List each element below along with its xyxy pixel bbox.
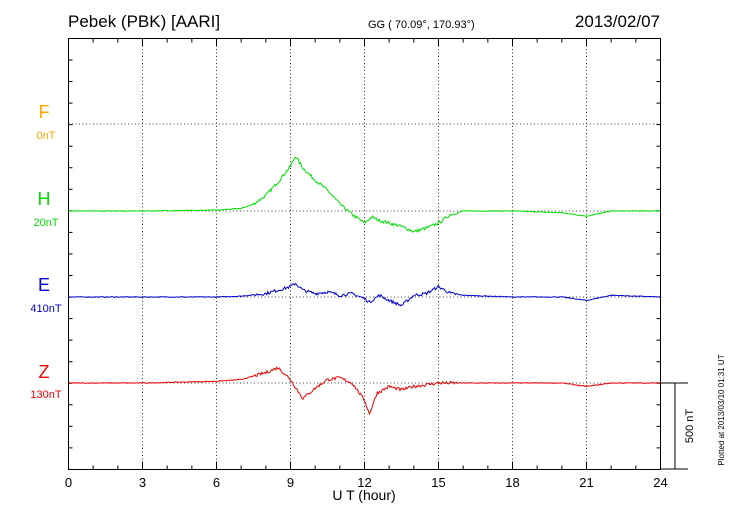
x-tick-label: 0 xyxy=(65,475,72,490)
x-tick-label: 12 xyxy=(357,475,371,490)
station-title: Pebek (PBK) [AARI] xyxy=(68,12,220,31)
series-lines xyxy=(68,156,661,416)
x-axis-label: U T (hour) xyxy=(332,487,395,503)
series-name-z: Z xyxy=(39,362,50,382)
station-coords: GG ( 70.09°, 170.93°) xyxy=(368,19,475,31)
scale-bar: 500 nT xyxy=(660,382,696,470)
series-offset-z: 130nT xyxy=(30,389,61,401)
series-name-e: E xyxy=(38,275,50,295)
series-offset-f: 0nT xyxy=(37,130,56,142)
series-line-h xyxy=(68,156,661,233)
x-tick-label: 9 xyxy=(287,475,294,490)
x-tick-label: 3 xyxy=(139,475,146,490)
plot-frame xyxy=(68,38,661,470)
plotted-note: Plotted at 2013/03/10 01:31 UT xyxy=(717,354,726,465)
series-line-e xyxy=(68,282,661,307)
series-name-h: H xyxy=(38,189,51,209)
grid xyxy=(68,38,661,470)
axis-ticks: 0 3 6 9 12 15 18 21 24 xyxy=(65,38,668,490)
series-offset-e: 410nT xyxy=(30,303,61,315)
series-line-z xyxy=(68,366,661,416)
x-tick-label: 18 xyxy=(505,475,519,490)
x-tick-label: 21 xyxy=(579,475,593,490)
series-labels: F 0nT H 20nT E 410nT Z 130nT xyxy=(30,102,61,401)
scale-bar-label: 500 nT xyxy=(684,409,696,444)
plot-date: 2013/02/07 xyxy=(575,12,660,31)
x-tick-label: 15 xyxy=(431,475,445,490)
series-name-f: F xyxy=(39,102,50,122)
x-tick-label: 6 xyxy=(213,475,220,490)
x-tick-label: 24 xyxy=(653,475,667,490)
series-offset-h: 20nT xyxy=(33,217,58,229)
